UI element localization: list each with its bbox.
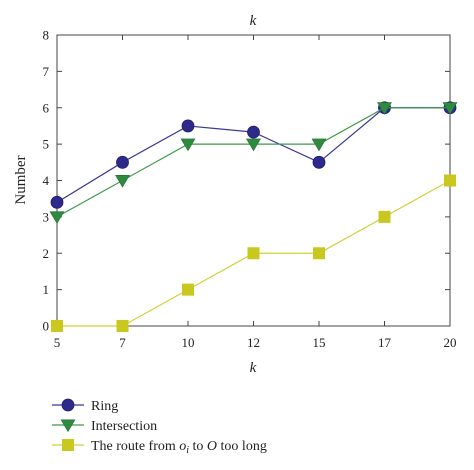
y-tick-label: 1 <box>43 282 50 297</box>
legend-marker <box>62 439 74 451</box>
y-axis: 0 1 2 3 4 5 6 7 8 <box>43 28 450 334</box>
chart-title: k <box>250 13 257 29</box>
data-point <box>312 155 326 169</box>
legend-label: The route from oi to O too long <box>91 439 267 456</box>
x-tick-label: 10 <box>182 335 195 350</box>
legend-item: Intersection <box>52 419 157 434</box>
x-tick-label: 20 <box>444 335 457 350</box>
series-layer <box>49 101 458 332</box>
plot-area-border <box>56 34 451 327</box>
series-1 <box>49 102 458 225</box>
x-tick-label: 12 <box>247 335 260 350</box>
plot-frame <box>56 34 451 327</box>
data-point <box>444 174 456 187</box>
data-point <box>51 320 63 332</box>
series-2 <box>51 174 456 332</box>
y-tick-label: 4 <box>43 173 50 188</box>
x-tick-label: 17 <box>378 335 392 350</box>
y-tick-label: 5 <box>43 137 50 152</box>
data-point <box>115 175 130 188</box>
x-tick-label: 5 <box>54 335 61 350</box>
legend-marker <box>61 398 75 412</box>
y-tick-label: 8 <box>43 28 50 43</box>
y-axis-title: Number <box>13 155 29 204</box>
data-point <box>49 211 65 225</box>
data-point <box>182 283 194 296</box>
y-tick-label: 0 <box>43 319 50 334</box>
series-line <box>56 107 450 218</box>
data-point <box>116 155 129 169</box>
y-tick-label: 3 <box>43 209 50 224</box>
series-0 <box>50 101 457 209</box>
y-tick-label: 2 <box>43 246 50 261</box>
series-line <box>56 107 450 203</box>
legend: Ring Intersection The route from oi to O t… <box>52 398 267 456</box>
data-point <box>116 320 129 332</box>
data-point <box>247 125 260 139</box>
legend-label: Ring <box>91 399 118 414</box>
data-point <box>377 102 392 115</box>
data-point <box>311 138 327 152</box>
x-axis-title: k <box>250 360 257 376</box>
x-axis: 5 7 10 12 15 17 20 <box>54 35 457 350</box>
y-tick-label: 7 <box>43 64 50 79</box>
data-point <box>313 247 325 260</box>
data-point <box>247 247 260 260</box>
y-tick-label: 6 <box>43 100 50 115</box>
x-tick-label: 15 <box>313 335 326 350</box>
data-point <box>246 138 261 152</box>
legend-item: Ring <box>52 398 118 414</box>
data-point <box>442 102 458 115</box>
legend-marker <box>60 419 76 433</box>
legend-item: The route from oi to O too long <box>52 439 267 456</box>
data-point <box>378 210 391 223</box>
data-point <box>181 119 195 133</box>
data-point <box>50 195 64 209</box>
legend-label: Intersection <box>91 419 157 434</box>
x-tick-label: 7 <box>119 335 126 350</box>
data-point <box>180 138 196 152</box>
